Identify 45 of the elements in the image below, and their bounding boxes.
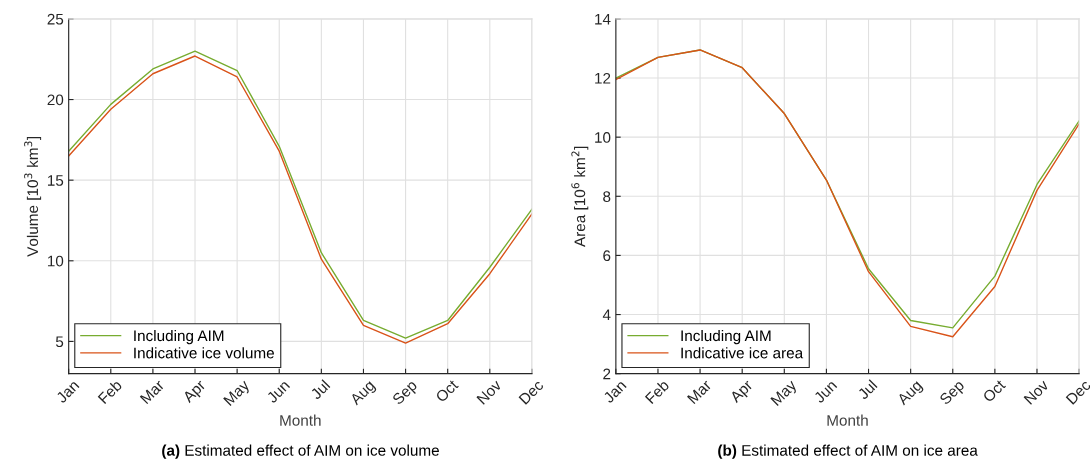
x-tick-label: Apr	[181, 379, 209, 406]
y-tick-label: 2	[603, 368, 611, 380]
x-tick-label: Jun	[813, 379, 838, 404]
x-tick-label: Feb	[97, 378, 123, 405]
y-tick-label: 10	[595, 132, 611, 143]
x-tick-label: Oct	[982, 378, 1007, 403]
x-tick-label: Jul	[309, 379, 331, 401]
x-tick-label: Apr	[729, 379, 756, 406]
x-tick-label: Feb	[644, 378, 670, 405]
text: (a) Estimated effect of AIM on ice volume	[162, 444, 439, 459]
y-tick-label: 14	[595, 13, 611, 25]
y-tick-label: 8	[603, 191, 611, 202]
x-tick-label: Jan	[602, 379, 627, 404]
x-tick-label: Aug	[896, 379, 925, 408]
y-tick-label: 6	[603, 250, 611, 262]
legend-label: Including AIM	[134, 329, 224, 345]
y-tick-label: 5	[55, 336, 64, 348]
x-axis-title: Month	[827, 414, 868, 426]
x-tick-label: Oct	[435, 378, 459, 403]
legend-label: Including AIM	[681, 329, 771, 345]
x-tick-label: Nov	[1023, 378, 1050, 405]
x-tick-label: Aug	[349, 379, 378, 408]
y-tick-label: 25	[47, 13, 64, 25]
legend-label: Indicative ice area	[681, 347, 804, 359]
x-tick-label: Sep	[938, 379, 967, 408]
text: (b) Estimated effect of AIM on ice area	[718, 444, 978, 459]
x-tick-label: May	[223, 378, 253, 409]
y-tick-label: 20	[47, 94, 64, 106]
x-axis-title: Month	[280, 414, 321, 426]
y-axis-title: Area [10$^{6}$ km$^{2}$]	[571, 146, 589, 247]
y-tick-label: 4	[602, 309, 611, 321]
x-tick-label: Dec	[518, 379, 545, 405]
legend-label: Indicative ice volume	[134, 347, 274, 359]
x-tick-label: Jul	[856, 379, 878, 401]
x-tick-label: Nov	[476, 378, 503, 405]
x-tick-label: Sep	[391, 379, 420, 408]
x-tick-label: Mar	[687, 379, 713, 405]
y-tick-label: 15	[47, 175, 64, 186]
x-tick-label: Jan	[55, 379, 80, 404]
y-tick-label: 12	[595, 72, 611, 84]
x-tick-label: Jun	[266, 379, 291, 404]
y-axis-title: Volume [10$^{3}$ km$^{3}$]	[24, 137, 42, 257]
x-tick-label: Mar	[139, 379, 165, 405]
y-tick-label: 10	[47, 255, 64, 267]
x-tick-label: May	[770, 378, 800, 409]
